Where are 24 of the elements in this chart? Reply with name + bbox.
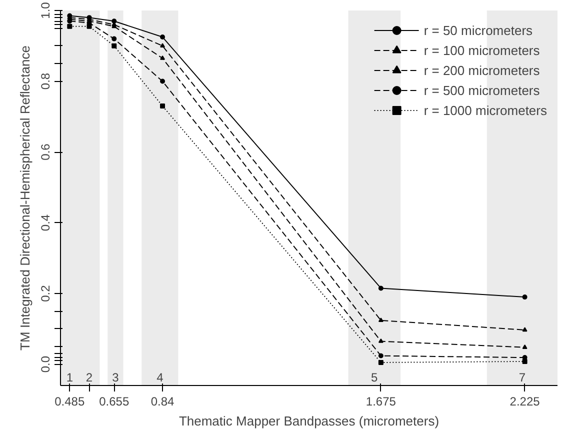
x-tick-label: 0.655 (99, 394, 130, 408)
x-tick-label: 1.675 (366, 394, 396, 408)
y-tick-label: 0.0 (38, 356, 52, 373)
y-axis-title: TM Integrated Directional-Hemispherical Reflectance (18, 46, 32, 350)
y-tick-label: 1.0 (38, 2, 52, 19)
legend-label: r = 1000 micrometers (424, 102, 547, 118)
band-label: 4 (156, 370, 164, 385)
y-tick-label: 0.4 (38, 214, 52, 232)
legend-label: r = 100 micrometers (424, 42, 540, 58)
x-axis-title: Thematic Mapper Bandpasses (micrometers) (178, 414, 440, 428)
x-tick-label: 0.84 (150, 394, 175, 408)
band-label: 2 (86, 370, 93, 385)
x-tick-label: 0.485 (54, 394, 85, 408)
y-tick-label: 0.6 (38, 143, 52, 160)
x-tick-label: 2.225 (510, 394, 540, 408)
legend-label: r = 200 micrometers (424, 62, 540, 78)
y-tick-label: 0.8 (38, 72, 52, 90)
y-tick-label: 0.2 (38, 284, 52, 302)
band-label: 7 (518, 370, 526, 385)
band-label: 3 (112, 370, 120, 385)
legend-label: r = 500 micrometers (424, 82, 540, 98)
band-label: 1 (66, 370, 74, 385)
legend-label: r = 50 micrometers (424, 22, 533, 38)
band-label: 5 (371, 370, 378, 385)
